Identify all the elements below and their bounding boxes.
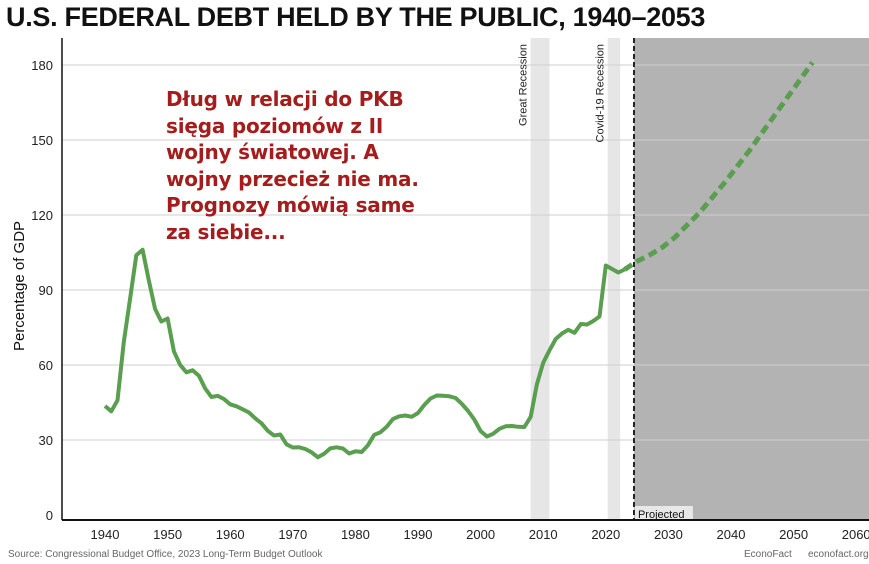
x-tick-label: 1940: [91, 527, 120, 542]
x-tick-label: 2020: [591, 527, 620, 542]
recession-label: Covid-19 Recession: [595, 44, 607, 142]
x-tick-label: 2050: [779, 527, 808, 542]
brand-name: EconoFact: [744, 549, 792, 560]
brand-url: econofact.org: [808, 549, 869, 560]
x-tick-label: 2030: [654, 527, 683, 542]
annotation-text: Dług w relacji do PKB sięga poziomów z I…: [166, 87, 419, 244]
x-tick-label: 1950: [153, 527, 182, 542]
historical-debt-line: [103, 247, 626, 460]
x-tick-label: 1980: [341, 527, 370, 542]
y-tick-label: 60: [39, 358, 53, 373]
y-tick-label: 90: [39, 283, 53, 298]
x-tick-label: 1960: [216, 527, 245, 542]
projected-label: Projected: [638, 509, 684, 521]
y-tick-label: 150: [31, 133, 53, 148]
recession-band: [530, 38, 550, 520]
x-tick-label: 2000: [466, 527, 495, 542]
projected-region: [633, 38, 869, 520]
x-tick-label: 2040: [717, 527, 746, 542]
y-tick-label: 180: [31, 58, 53, 73]
x-tick-label: 2010: [529, 527, 558, 542]
projected-debt-line: [623, 61, 815, 272]
recession-band: [607, 38, 621, 520]
projected-label-bg: [634, 506, 693, 520]
source-note: Source: Congressional Budget Office, 202…: [8, 549, 323, 560]
recession-label: Great Recession: [518, 44, 530, 126]
y-axis-label: Percentage of GDP: [11, 221, 28, 351]
x-tick-label: 1990: [404, 527, 433, 542]
x-tick-label: 1970: [278, 527, 307, 542]
y-tick-label: 0: [46, 508, 53, 523]
y-tick-label: 30: [39, 433, 53, 448]
y-tick-label: 120: [31, 208, 53, 223]
x-tick-label: 2060: [842, 527, 869, 542]
chart-title: U.S. FEDERAL DEBT HELD BY THE PUBLIC, 19…: [6, 2, 706, 32]
